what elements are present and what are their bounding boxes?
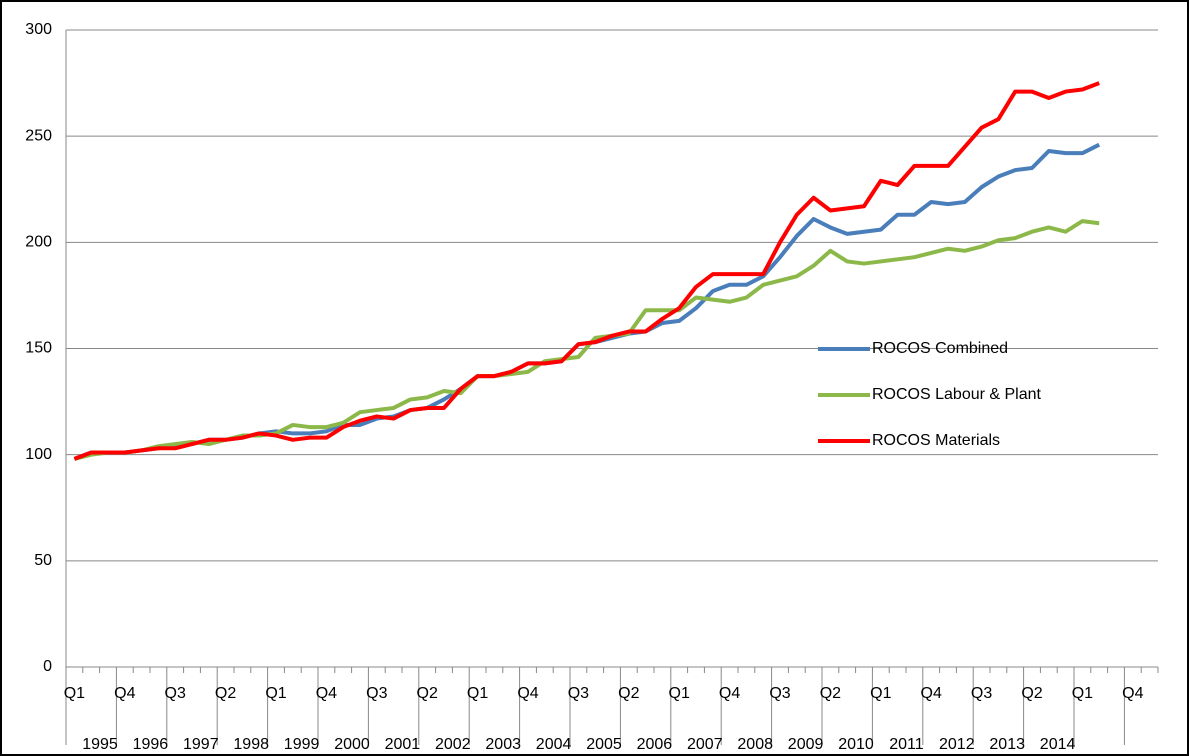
x-tick-label: Q3 <box>366 685 387 702</box>
x-tick-label: Q4 <box>1122 685 1143 702</box>
year-label: 1997 <box>183 736 219 753</box>
year-label: 2000 <box>334 736 370 753</box>
legend-label: ROCOS Labour & Plant <box>872 386 1042 403</box>
year-label: 2007 <box>687 736 723 753</box>
year-label: 2002 <box>435 736 471 753</box>
year-label: 2001 <box>385 736 421 753</box>
year-label: 2014 <box>1040 736 1076 753</box>
x-tick-label: Q1 <box>870 685 891 702</box>
year-label: 2012 <box>939 736 975 753</box>
x-tick-label: Q3 <box>971 685 992 702</box>
y-tick-label: 150 <box>25 340 52 357</box>
x-tick-label: Q1 <box>64 685 85 702</box>
y-tick-label: 100 <box>25 446 52 463</box>
year-label: 1999 <box>284 736 320 753</box>
year-label: 2010 <box>838 736 874 753</box>
x-tick-label: Q2 <box>820 685 841 702</box>
year-label: 1998 <box>233 736 269 753</box>
year-label: 1995 <box>82 736 118 753</box>
y-tick-label: 50 <box>34 552 52 569</box>
x-tick-label: Q3 <box>769 685 790 702</box>
x-tick-label: Q3 <box>568 685 589 702</box>
x-tick-label: Q2 <box>417 685 438 702</box>
x-tick-label: Q4 <box>719 685 740 702</box>
legend-label: ROCOS Combined <box>872 340 1008 357</box>
y-tick-label: 250 <box>25 127 52 144</box>
year-label: 2009 <box>788 736 824 753</box>
x-tick-label: Q1 <box>467 685 488 702</box>
x-tick-label: Q2 <box>1021 685 1042 702</box>
year-label: 2006 <box>637 736 673 753</box>
y-tick-label: 300 <box>25 21 52 38</box>
x-tick-label: Q4 <box>114 685 135 702</box>
year-label: 2003 <box>485 736 521 753</box>
year-label: 1996 <box>133 736 169 753</box>
x-tick-label: Q2 <box>215 685 236 702</box>
x-tick-label: Q4 <box>517 685 538 702</box>
year-label: 2004 <box>536 736 572 753</box>
x-tick-label: Q1 <box>1072 685 1093 702</box>
year-label: 2013 <box>989 736 1025 753</box>
year-label: 2005 <box>586 736 622 753</box>
x-tick-label: Q1 <box>265 685 286 702</box>
x-tick-label: Q4 <box>921 685 942 702</box>
y-tick-label: 200 <box>25 234 52 251</box>
x-tick-label: Q4 <box>316 685 337 702</box>
year-label: 2008 <box>737 736 773 753</box>
year-label: 2011 <box>889 736 924 753</box>
line-series <box>73 81 1100 461</box>
legend-label: ROCOS Materials <box>872 432 1000 449</box>
x-tick-label: Q1 <box>669 685 690 702</box>
y-tick-label: 0 <box>43 658 52 675</box>
x-tick-label: Q3 <box>165 685 186 702</box>
x-tick-label: Q2 <box>618 685 639 702</box>
